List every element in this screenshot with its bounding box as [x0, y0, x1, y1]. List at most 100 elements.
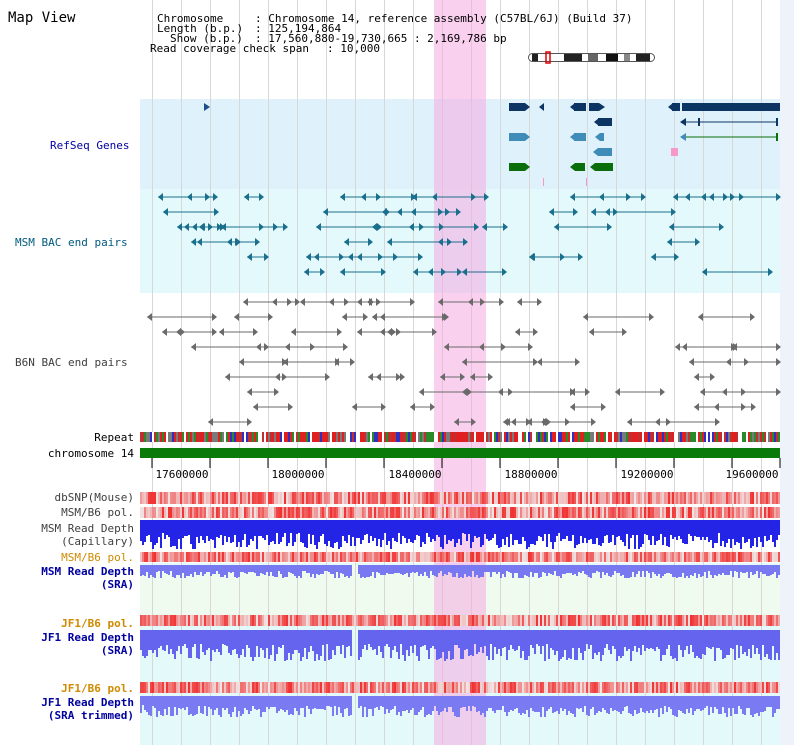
- heat-cell: [288, 492, 290, 504]
- heat-cell: [366, 507, 368, 518]
- heat-cell: [652, 507, 654, 518]
- bac-end-pair: [197, 238, 241, 246]
- heat-cell: [672, 507, 674, 518]
- msm-b6-pol-heat-strip[interactable]: [140, 507, 780, 518]
- depth-bar: [632, 696, 634, 716]
- heat-cell: [336, 552, 338, 562]
- grid-line: [558, 0, 559, 745]
- heat-cell: [648, 492, 650, 504]
- depth-bar: [400, 565, 402, 574]
- heat-cell: [176, 615, 178, 626]
- heat-cell: [736, 682, 738, 693]
- heat-cell: [552, 615, 554, 626]
- depth-bar: [358, 565, 360, 574]
- heat-cell: [362, 682, 364, 693]
- heat-cell: [262, 552, 264, 562]
- heat-cell: [326, 552, 328, 562]
- heat-cell: [420, 507, 422, 518]
- depth-bar: [408, 520, 410, 539]
- jf1-depth-sra-plot[interactable]: [140, 630, 780, 662]
- depth-bar: [400, 696, 402, 716]
- depth-bar: [214, 630, 216, 652]
- depth-bar: [454, 565, 456, 577]
- jf1-depth-trim-plot[interactable]: [140, 696, 780, 718]
- refseq-genes-track[interactable]: [140, 99, 780, 189]
- depth-bar: [236, 696, 238, 717]
- heat-cell: [394, 552, 396, 562]
- depth-bar: [564, 630, 566, 650]
- depth-bar: [638, 696, 640, 713]
- depth-bar: [752, 565, 754, 575]
- heat-cell: [598, 682, 600, 693]
- depth-bar: [444, 630, 446, 661]
- heat-cell: [616, 507, 618, 518]
- repeat-segment: [454, 432, 456, 442]
- heat-cell: [362, 507, 364, 518]
- heat-cell: [580, 507, 582, 518]
- heat-cell: [226, 615, 228, 626]
- heat-cell: [440, 552, 442, 562]
- heat-cell: [374, 507, 376, 518]
- heat-cell: [624, 615, 626, 626]
- heat-cell: [194, 552, 196, 562]
- dbsnp-heat-strip[interactable]: [140, 492, 780, 504]
- repeat-segment: [296, 432, 298, 442]
- repeat-segment: [308, 432, 310, 442]
- bac-end-pair: [428, 268, 462, 276]
- heat-cell: [408, 507, 410, 518]
- heat-cell: [244, 615, 246, 626]
- depth-bar: [416, 520, 418, 535]
- depth-bar: [640, 565, 642, 577]
- heat-cell: [588, 552, 590, 562]
- depth-bar: [756, 696, 758, 713]
- depth-bar: [238, 520, 240, 542]
- heat-cell: [150, 552, 152, 562]
- depth-bar: [404, 696, 406, 711]
- heat-cell: [504, 507, 506, 518]
- heat-cell: [452, 615, 454, 626]
- heat-cell: [242, 507, 244, 518]
- heat-cell: [592, 507, 594, 518]
- msm-bac-end-pairs-track[interactable]: [140, 189, 781, 294]
- depth-bar: [182, 696, 184, 708]
- heat-cell: [150, 507, 152, 518]
- heat-cell: [268, 615, 270, 626]
- chromosome-bar[interactable]: [140, 448, 780, 458]
- heat-cell: [266, 507, 268, 518]
- depth-bar: [676, 630, 678, 661]
- msm-b6-pol-2-heat-strip[interactable]: [140, 552, 780, 562]
- repeat-segment: [252, 432, 254, 442]
- depth-bar: [338, 696, 340, 707]
- repeat-segment: [744, 432, 746, 442]
- jf1-b6-pol-heat-strip[interactable]: [140, 615, 780, 626]
- heat-cell: [172, 492, 174, 504]
- heat-cell: [658, 552, 660, 562]
- repeat-segment: [350, 432, 352, 442]
- heat-cell: [510, 552, 512, 562]
- depth-bar: [478, 520, 480, 537]
- depth-bar: [552, 696, 554, 713]
- jf1-b6-pol-2-heat-strip[interactable]: [140, 682, 780, 693]
- depth-bar: [224, 630, 226, 645]
- b6n-bac-end-pairs-track[interactable]: [140, 294, 781, 429]
- repeat-segment: [492, 432, 494, 442]
- heat-cell: [254, 492, 256, 504]
- depth-bar: [478, 696, 480, 711]
- heat-cell: [332, 615, 334, 626]
- heat-cell: [238, 507, 240, 518]
- depth-bar: [460, 630, 462, 659]
- depth-bar: [528, 630, 530, 656]
- msm-depth-capillary-plot[interactable]: [140, 520, 780, 550]
- repeat-track[interactable]: [140, 432, 780, 442]
- msm-depth-sra-plot[interactable]: [140, 565, 780, 579]
- heat-cell: [732, 507, 734, 518]
- depth-bar: [614, 520, 616, 545]
- depth-bar: [652, 696, 654, 713]
- depth-bar: [638, 565, 640, 571]
- heat-cell: [280, 492, 282, 504]
- heat-cell: [242, 682, 244, 693]
- repeat-segment: [626, 432, 628, 442]
- chromosome-ideogram[interactable]: [528, 51, 656, 64]
- depth-bar: [778, 565, 780, 575]
- repeat-segment: [198, 432, 200, 442]
